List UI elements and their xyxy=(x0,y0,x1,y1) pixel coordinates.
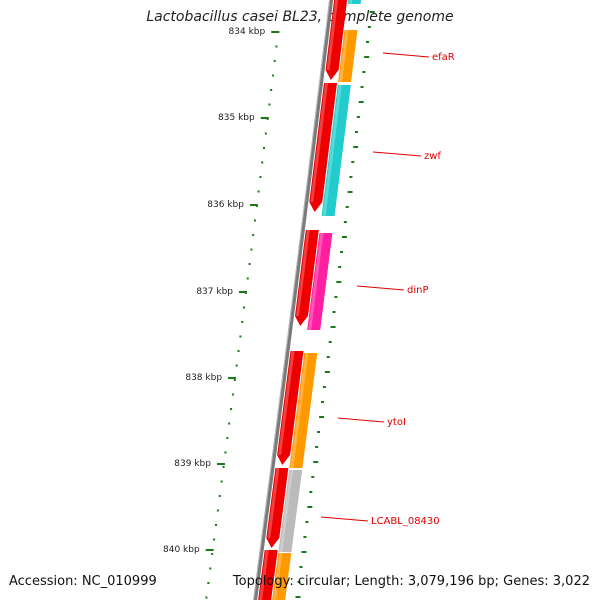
ruler-label: 838 kbp xyxy=(185,373,222,383)
gene-block-1-shade xyxy=(348,0,353,4)
gene-block-7 xyxy=(272,553,292,600)
cds-arrow-2 xyxy=(309,83,337,212)
cds-arrow-3 xyxy=(295,230,319,326)
gene-block-3 xyxy=(321,85,351,216)
gene-leader-ytoI xyxy=(337,417,385,423)
ruler-label: 837 kbp xyxy=(196,287,233,297)
ruler-label: 839 kbp xyxy=(174,459,211,469)
cds-arrow-3-shade xyxy=(296,230,310,316)
cds-arrow-6-shade xyxy=(259,550,269,600)
cds-arrow-4-shade xyxy=(278,351,295,455)
cds-arrow-5 xyxy=(266,468,289,548)
ruler-label: 835 kbp xyxy=(218,113,255,123)
gene-leader-zwf xyxy=(372,151,422,157)
gene-block-1 xyxy=(347,0,362,4)
genome-backbone xyxy=(253,0,334,600)
gene-label: dinP xyxy=(407,285,429,296)
cds-arrow-6 xyxy=(258,550,278,600)
gene-leader-LCABL_08430 xyxy=(320,516,369,522)
gene-block-2 xyxy=(338,30,358,82)
gene-block-4 xyxy=(307,233,333,330)
gene-label: ytoI xyxy=(387,417,406,428)
gene-label: efaR xyxy=(432,52,455,63)
genome-summary-label: Topology: circular; Length: 3,079,196 bp… xyxy=(232,574,590,589)
cds-arrow-5-shade xyxy=(267,468,280,538)
gene-leader-efaR xyxy=(382,52,430,58)
gene-block-4-shade xyxy=(308,233,324,330)
cds-arrow-4 xyxy=(277,351,304,465)
gene-block-5 xyxy=(289,353,318,468)
gene-block-5-shade xyxy=(290,353,309,468)
accession-label: Accession: NC_010999 xyxy=(9,574,157,589)
cds-arrow-1-shade xyxy=(326,0,339,70)
map-title: Lactobacillus casei BL23, complete genom… xyxy=(146,9,454,25)
cds-arrow-1 xyxy=(325,0,348,80)
cds-arrow-2-shade xyxy=(310,83,328,202)
backbone-highlight xyxy=(253,0,331,600)
gene-label: zwf xyxy=(424,151,441,162)
gene-block-2-shade xyxy=(339,30,349,82)
gene-label: LCABL_08430 xyxy=(371,516,440,527)
gene-block-3-shade xyxy=(322,85,342,216)
ruler-label: 834 kbp xyxy=(229,27,266,37)
ruler-label: 836 kbp xyxy=(207,200,244,210)
ruler-label: 840 kbp xyxy=(163,545,200,555)
gene-block-6 xyxy=(278,470,303,552)
gene-block-7-shade xyxy=(273,553,283,600)
gene-block-6-shade xyxy=(279,470,294,552)
gene-leader-dinP xyxy=(356,285,405,291)
